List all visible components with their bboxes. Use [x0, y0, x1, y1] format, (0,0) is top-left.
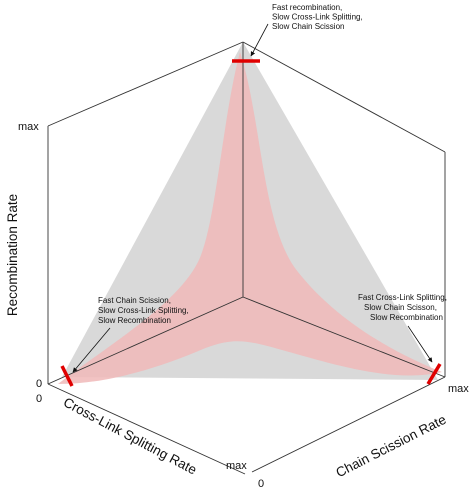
annotation-left: Fast Chain Scission, Slow Cross-Link Spl… — [72, 296, 189, 373]
annotation-left-line-3: Slow Recombination — [98, 316, 171, 325]
right-marker — [426, 363, 442, 385]
annotation-left-line-1: Fast Chain Scission, — [98, 296, 171, 305]
annotation-top-line-1: Fast recombination, — [272, 3, 342, 12]
chain-scission-max-label: max — [448, 383, 469, 395]
annotation-right-line-1: Fast Cross-Link Splitting, — [358, 293, 447, 302]
annotation-left-line-2: Slow Cross-Link Splitting, — [98, 306, 189, 315]
cross-link-min-label: 0 — [36, 393, 42, 405]
extreme-markers — [60, 59, 442, 387]
annotation-right: Fast Cross-Link Splitting, Slow Chain Sc… — [358, 293, 447, 363]
frame-edge-bottom-right — [251, 376, 446, 473]
left-marker — [60, 365, 74, 387]
hexagon-frame — [47, 41, 446, 475]
chain-scission-axis-title: Chain Scission Rate — [333, 412, 448, 481]
cross-link-axis-line — [47, 296, 244, 385]
internal-axes — [47, 42, 446, 385]
annotation-top-line-2: Slow Cross-Link Splitting, — [272, 13, 363, 22]
frame-edge-top-left — [47, 41, 244, 127]
recombination-max-label: max — [18, 121, 39, 133]
chain-scission-min-label: 0 — [258, 478, 264, 490]
annotation-left-arrow — [72, 327, 111, 373]
annotation-right-arrow — [407, 325, 433, 363]
recombination-min-label: 0 — [36, 378, 42, 390]
frame-edge-bottom-left — [47, 383, 246, 475]
annotation-top: Fast recombination, Slow Cross-Link Spli… — [250, 3, 363, 57]
annotation-right-line-2: Slow Chain Scisson, — [364, 303, 437, 312]
chain-scission-axis-line — [242, 296, 446, 378]
annotation-top-arrow — [250, 23, 269, 57]
cross-link-axis-title: Cross-Link Splitting Rate — [61, 395, 199, 478]
recombination-axis-title: Recombination Rate — [5, 194, 20, 316]
annotation-top-line-3: Slow Chain Scission — [272, 22, 344, 31]
pink-band — [58, 52, 442, 384]
cross-link-max-label: max — [226, 460, 247, 472]
frame-edge-top-right — [242, 41, 446, 153]
annotation-right-line-3: Slow Recombination — [370, 313, 443, 322]
